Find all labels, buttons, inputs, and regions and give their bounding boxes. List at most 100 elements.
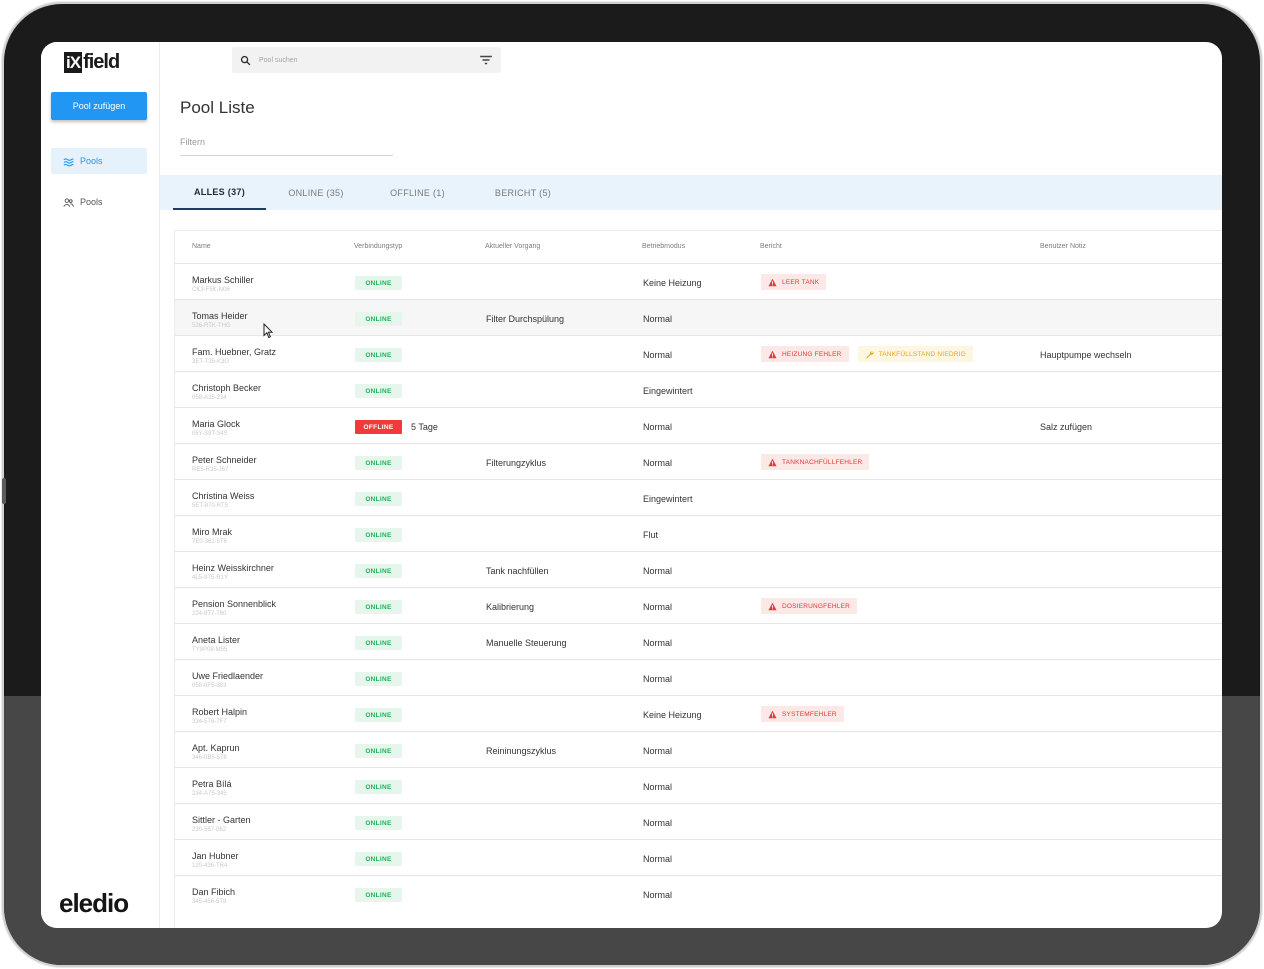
- table-row[interactable]: Petra Bílá 234-A75-345 ONLINE Normal: [175, 767, 1222, 803]
- row-name: Uwe Friedlaender: [192, 671, 264, 681]
- table-row[interactable]: Markus Schiller CK3-F5K-N06 ONLINE Keine He…: [175, 263, 1222, 299]
- offline-duration: 5 Tage: [411, 422, 438, 432]
- table-row[interactable]: Fam. Huebner, Gratz 3ET-T35-K3G ONLINE Norm…: [175, 335, 1222, 371]
- operating-mode: Normal: [643, 746, 673, 756]
- row-device-id: 230-567-062: [192, 827, 227, 833]
- table-row[interactable]: Christina Weiss 5ET-870-RT5 ONLINE Eingewin…: [175, 479, 1222, 515]
- row-device-id: 526-RTK-THG: [192, 323, 231, 329]
- tab-online[interactable]: ONLINE (35): [288, 187, 344, 198]
- sidebar-item-pools[interactable]: Pools: [51, 148, 147, 174]
- operating-mode: Normal: [643, 314, 673, 324]
- status-badge: ONLINE: [355, 780, 402, 794]
- status-badge: ONLINE: [355, 276, 402, 290]
- table-row[interactable]: Robert Halpin 334-5T6-7F7 ONLINE Keine Heiz…: [175, 695, 1222, 731]
- search-bar[interactable]: Pool suchen: [232, 47, 501, 73]
- report-badge[interactable]: TANKNACHFÜLLFEHLER: [761, 454, 870, 470]
- report-badge[interactable]: DOSIERUNGFEHLER: [761, 598, 858, 614]
- sidebar-item-label: Pools: [80, 156, 103, 166]
- alert-triangle-icon: [768, 458, 777, 466]
- report-badge[interactable]: TANKFÜLLSTAND NIEDRIG: [857, 346, 973, 362]
- column-header-name[interactable]: Name: [192, 243, 211, 250]
- app-screen: iX field Pool zufügen Pools Pools eledio…: [41, 42, 1222, 928]
- operating-mode: Normal: [643, 638, 673, 648]
- alert-triangle-icon: [768, 278, 777, 286]
- row-name: Pension Sonnenblick: [192, 599, 277, 609]
- row-name: Maria Glock: [192, 419, 241, 429]
- add-pool-button[interactable]: Pool zufügen: [51, 92, 147, 120]
- status-badge: ONLINE: [355, 888, 402, 902]
- report-badge[interactable]: HEIZUNG FEHLER: [761, 346, 849, 362]
- tab-all[interactable]: ALLES (37): [173, 175, 266, 210]
- operating-mode: Normal: [643, 602, 673, 612]
- row-name: Sittler - Garten: [192, 815, 251, 825]
- status-badge: ONLINE: [355, 492, 402, 506]
- operating-mode: Normal: [643, 782, 673, 792]
- users-icon: [63, 197, 74, 207]
- column-header-note[interactable]: Benutzer Notiz: [1040, 243, 1086, 250]
- current-process: Manuelle Steuerung: [486, 638, 567, 648]
- operating-mode: Normal: [643, 422, 673, 432]
- page-title: Pool Liste: [180, 98, 255, 117]
- operating-mode: Normal: [643, 890, 673, 900]
- search-input[interactable]: Pool suchen: [259, 56, 298, 64]
- table-row[interactable]: Sittler - Garten 230-567-062 ONLINE Normal: [175, 803, 1222, 839]
- current-process: Kalibrierung: [486, 602, 535, 612]
- tab-report[interactable]: BERICHT (5): [494, 187, 552, 198]
- table-row[interactable]: Aneta Lister TY9P08-M55 ONLINE Manuelle Ste…: [175, 623, 1222, 659]
- report-label: HEIZUNG FEHLER: [782, 350, 842, 358]
- row-name: Christina Weiss: [192, 491, 255, 501]
- tab-offline[interactable]: OFFLINE (1): [390, 187, 445, 198]
- operating-mode: Flut: [643, 530, 659, 540]
- row-device-id: 3ET-T35-K3G: [192, 359, 230, 365]
- operating-mode: Keine Heizung: [643, 278, 702, 288]
- wrench-icon: [865, 350, 874, 359]
- column-header-process[interactable]: Aktueller Vorgang: [485, 243, 541, 250]
- logo-ix: iX: [64, 52, 83, 73]
- table-row[interactable]: Tomas Heider 526-RTK-THG ONLINE Filter Durc…: [175, 299, 1222, 335]
- row-device-id: 4L5-9T5-R1Y: [192, 575, 229, 581]
- operating-mode: Normal: [643, 350, 673, 360]
- table-row[interactable]: Dan Fibich 345-456-5T8 ONLINE Normal: [175, 875, 1222, 911]
- row-name: Jan Hubner: [192, 851, 239, 861]
- alert-triangle-icon: [768, 602, 777, 610]
- status-badge: ONLINE: [355, 852, 402, 866]
- status-badge: ONLINE: [355, 528, 402, 542]
- column-header-report[interactable]: Bericht: [760, 243, 782, 250]
- table-row[interactable]: Uwe Friedlaender 058-0F5-883 ONLINE Normal: [175, 659, 1222, 695]
- filter-icon[interactable]: [479, 53, 493, 67]
- report-list: SYSTEMFEHLER: [761, 706, 844, 722]
- row-device-id: CK3-F5K-N06: [192, 287, 230, 293]
- table-row[interactable]: Apt. Kaprun 346-0B5-578 ONLINE Reininungszy…: [175, 731, 1222, 767]
- table-row[interactable]: Peter Schneider RE5-R35-J67 ONLINE Filterun…: [175, 443, 1222, 479]
- row-device-id: 346-0B5-578: [192, 755, 227, 761]
- pool-waves-icon: [63, 157, 74, 166]
- sidebar-item-users[interactable]: Pools: [51, 189, 147, 215]
- column-header-connection[interactable]: Verbindungstyp: [354, 243, 403, 250]
- table-row[interactable]: Miro Mrak 7E0-362-5T6 ONLINE Flut: [175, 515, 1222, 551]
- table-row[interactable]: Maria Glock 05Y-S8T-34S OFFLINE 5 Tage Norma…: [175, 407, 1222, 443]
- row-name: Peter Schneider: [192, 455, 257, 465]
- report-badge[interactable]: LEER TANK: [761, 274, 827, 290]
- status-badge: ONLINE: [355, 348, 402, 362]
- row-name: Robert Halpin: [192, 707, 248, 717]
- sidebar: iX field Pool zufügen Pools Pools eledio: [41, 42, 160, 928]
- tab-bar: ALLES (37) ONLINE (35) OFFLINE (1) BERIC…: [160, 175, 1222, 210]
- table-row[interactable]: Pension Sonnenblick 224-8T7-760 ONLINE Kali…: [175, 587, 1222, 623]
- alert-triangle-icon: [768, 710, 777, 718]
- column-header-mode[interactable]: Betriebmodus: [642, 243, 686, 250]
- row-device-id: 345-456-5T8: [192, 899, 227, 905]
- report-list: HEIZUNG FEHLER TANKFÜLLSTAND NIEDRIG: [761, 346, 973, 362]
- row-name: Heinz Weisskirchner: [192, 563, 274, 573]
- table-row[interactable]: Jan Hubner 120-436-TR4 ONLINE Normal: [175, 839, 1222, 875]
- table-row[interactable]: Heinz Weisskirchner 4L5-9T5-R1Y ONLINE Tank…: [175, 551, 1222, 587]
- table-row[interactable]: Christoph Becker 058-A35-234 ONLINE Eingewi…: [175, 371, 1222, 407]
- status-badge: ONLINE: [355, 744, 402, 758]
- operating-mode: Eingewintert: [643, 386, 693, 396]
- report-badge[interactable]: SYSTEMFEHLER: [761, 706, 844, 722]
- filter-input[interactable]: Filtern: [180, 134, 393, 156]
- current-process: Tank nachfüllen: [486, 566, 549, 576]
- report-label: TANKNACHFÜLLFEHLER: [782, 458, 863, 466]
- operating-mode: Normal: [643, 566, 673, 576]
- row-name: Miro Mrak: [192, 527, 232, 537]
- row-device-id: 334-5T6-7F7: [192, 719, 227, 725]
